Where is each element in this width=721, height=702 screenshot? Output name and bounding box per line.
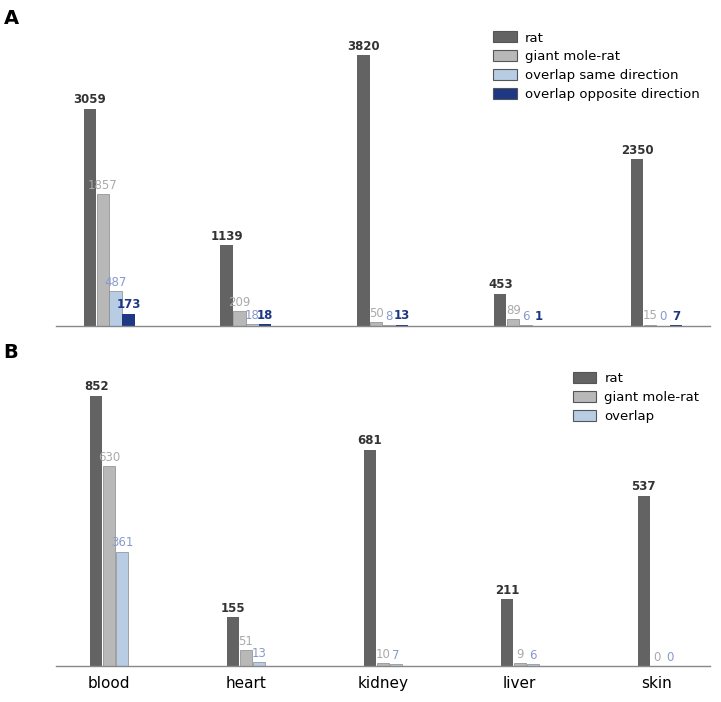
Text: 537: 537: [632, 480, 656, 494]
Text: A: A: [4, 8, 19, 28]
Bar: [644, 325, 656, 326]
Bar: [631, 159, 643, 326]
Bar: [97, 194, 109, 326]
Bar: [396, 325, 408, 326]
Text: 50: 50: [369, 307, 384, 320]
Text: 487: 487: [105, 276, 127, 289]
Text: 10: 10: [376, 647, 390, 661]
Legend: rat, giant mole-rat, overlap same direction, overlap opposite direction: rat, giant mole-rat, overlap same direct…: [489, 27, 703, 105]
Text: 1: 1: [535, 310, 543, 323]
Text: 0: 0: [666, 651, 673, 663]
Bar: [637, 496, 650, 666]
Bar: [513, 663, 526, 666]
Bar: [495, 293, 506, 326]
Bar: [221, 245, 233, 326]
Text: 630: 630: [98, 451, 120, 464]
Text: 18: 18: [257, 309, 273, 322]
Bar: [123, 314, 135, 326]
Bar: [90, 396, 102, 666]
Text: 361: 361: [111, 536, 133, 549]
Bar: [247, 324, 259, 326]
Text: 209: 209: [229, 296, 251, 308]
Bar: [507, 319, 519, 326]
Text: 7: 7: [392, 649, 399, 661]
Text: 51: 51: [239, 635, 253, 647]
Text: 3059: 3059: [74, 93, 106, 107]
Legend: rat, giant mole-rat, overlap: rat, giant mole-rat, overlap: [569, 368, 703, 427]
Text: 3820: 3820: [347, 39, 380, 53]
Bar: [501, 600, 513, 666]
Bar: [253, 662, 265, 666]
Text: 8: 8: [386, 310, 393, 323]
Text: 173: 173: [116, 298, 141, 311]
Bar: [103, 466, 115, 666]
Text: 15: 15: [642, 310, 658, 322]
Text: B: B: [4, 343, 18, 362]
Bar: [227, 617, 239, 666]
Bar: [234, 311, 246, 326]
Bar: [116, 552, 128, 666]
Bar: [358, 55, 370, 326]
Text: 2350: 2350: [621, 144, 653, 157]
Text: 0: 0: [660, 310, 667, 324]
Text: 6: 6: [529, 649, 536, 662]
Text: 13: 13: [252, 647, 266, 660]
Bar: [110, 291, 122, 326]
Text: 1139: 1139: [211, 230, 243, 243]
Text: 0: 0: [653, 651, 660, 663]
Bar: [526, 664, 539, 666]
Text: 681: 681: [358, 435, 382, 447]
Text: 211: 211: [495, 584, 519, 597]
Bar: [389, 664, 402, 666]
Bar: [84, 109, 96, 326]
Text: 7: 7: [672, 310, 680, 323]
Text: 9: 9: [516, 648, 523, 661]
Bar: [371, 322, 382, 326]
Bar: [364, 450, 376, 666]
Text: 1857: 1857: [88, 179, 118, 192]
Text: 6: 6: [523, 310, 530, 323]
Text: 89: 89: [506, 304, 521, 317]
Text: 18: 18: [245, 309, 260, 322]
Bar: [240, 650, 252, 666]
Text: 453: 453: [488, 278, 513, 291]
Text: 155: 155: [221, 602, 245, 614]
Text: 13: 13: [394, 310, 410, 322]
Bar: [377, 663, 389, 666]
Bar: [260, 324, 271, 326]
Text: 852: 852: [84, 380, 108, 393]
